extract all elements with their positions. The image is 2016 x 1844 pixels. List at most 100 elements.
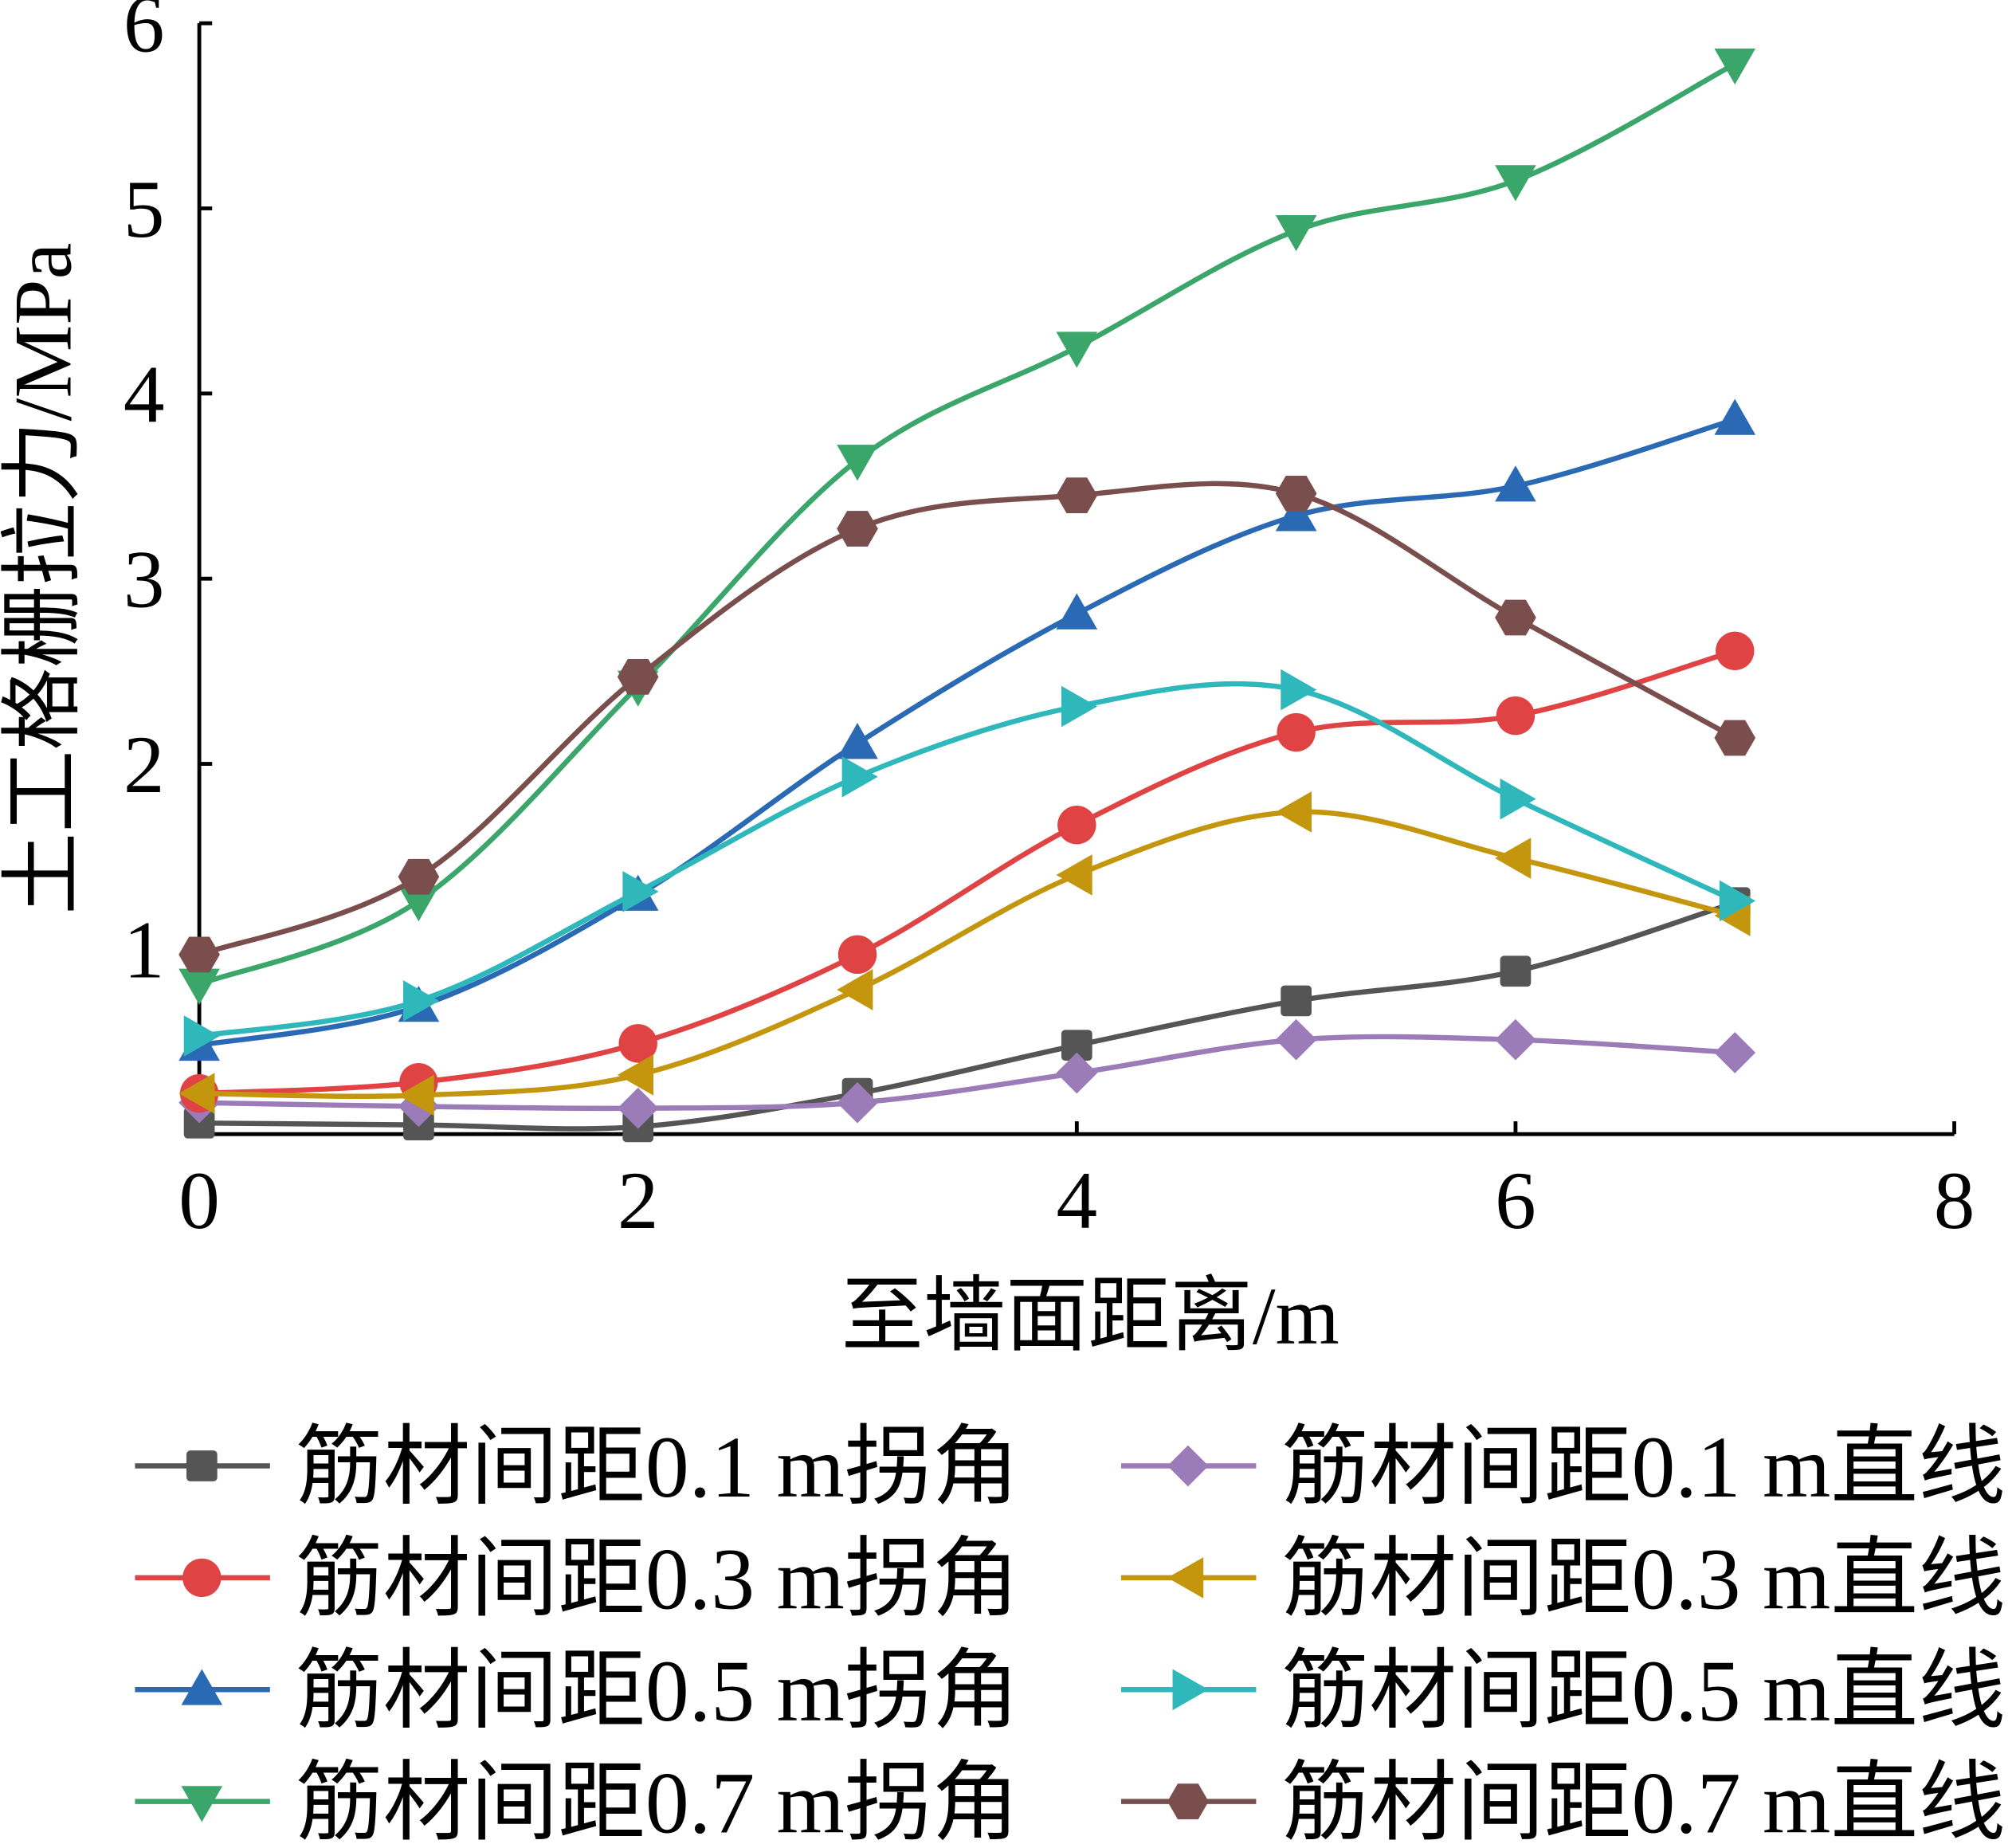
data-point bbox=[837, 723, 878, 759]
y-tick-label: 3 bbox=[124, 535, 165, 626]
data-point bbox=[1275, 215, 1317, 252]
data-point bbox=[1056, 1052, 1098, 1094]
data-point bbox=[617, 1054, 654, 1096]
x-axis-label: 至墙面距离/m bbox=[841, 1271, 1339, 1362]
data-point bbox=[1714, 720, 1756, 756]
x-tick-label: 4 bbox=[1057, 1155, 1098, 1246]
data-point bbox=[1500, 955, 1532, 987]
data-point bbox=[178, 968, 220, 1005]
data-point bbox=[1495, 165, 1536, 202]
data-point bbox=[1275, 1018, 1317, 1061]
y-tick-label: 6 bbox=[124, 0, 165, 70]
legend-item: 筋材间距0.1 m直线 bbox=[1120, 1418, 2006, 1516]
legend-label: 筋材间距0.7 m直线 bbox=[1282, 1754, 2006, 1844]
data-point bbox=[837, 935, 877, 975]
data-point bbox=[178, 936, 220, 973]
data-point bbox=[617, 658, 659, 695]
data-point bbox=[1275, 495, 1317, 532]
data-point bbox=[1714, 1032, 1756, 1073]
data-point bbox=[1281, 669, 1317, 711]
series-7 bbox=[178, 48, 1756, 1005]
data-point bbox=[1714, 48, 1756, 85]
axes bbox=[197, 23, 1955, 1136]
data-point bbox=[178, 1073, 215, 1114]
legend-marker bbox=[181, 1786, 223, 1822]
series-line bbox=[198, 61, 1736, 987]
series-6 bbox=[183, 669, 1756, 1057]
data-point bbox=[1495, 599, 1536, 636]
legend-marker bbox=[181, 1669, 223, 1705]
data-point bbox=[1495, 1018, 1536, 1061]
data-point bbox=[1061, 1030, 1092, 1061]
legend-item: 筋材间距0.5 m直线 bbox=[1120, 1642, 2006, 1740]
data-point bbox=[398, 1074, 434, 1116]
data-point bbox=[622, 871, 659, 912]
data-point bbox=[841, 755, 878, 798]
y-tick-label: 2 bbox=[124, 720, 165, 810]
legend-item: 筋材间距0.5 m拐角 bbox=[135, 1642, 1019, 1740]
data-point bbox=[1275, 475, 1317, 512]
legend-label: 筋材间距0.3 m直线 bbox=[1282, 1531, 2006, 1628]
data-point bbox=[1716, 631, 1755, 671]
y-tick-label: 5 bbox=[124, 164, 165, 255]
legend-marker bbox=[186, 1450, 218, 1481]
data-point bbox=[1056, 593, 1098, 630]
data-point bbox=[1057, 806, 1096, 845]
legend-item: 筋材间距0.7 m直线 bbox=[1120, 1754, 2006, 1844]
data-point bbox=[1495, 838, 1532, 879]
series-line bbox=[198, 481, 1736, 957]
legend-label: 筋材间距0.1 m直线 bbox=[1282, 1418, 2006, 1516]
legend-item: 筋材间距0.3 m直线 bbox=[1120, 1531, 2006, 1628]
legend-marker bbox=[1172, 1669, 1209, 1711]
series-line bbox=[199, 900, 1736, 1132]
data-point bbox=[1275, 791, 1312, 833]
data-point bbox=[1281, 985, 1312, 1017]
y-axis-label: 土工格栅拉力/MPa bbox=[0, 243, 89, 915]
data-point bbox=[837, 511, 878, 547]
x-tick-label: 6 bbox=[1495, 1155, 1536, 1246]
y-tick-label: 4 bbox=[124, 349, 165, 440]
legend-marker bbox=[1167, 1445, 1209, 1487]
data-point bbox=[1056, 332, 1098, 368]
series-line bbox=[198, 681, 1736, 1039]
legend-label: 筋材间距0.7 m拐角 bbox=[296, 1754, 1019, 1844]
legend-marker bbox=[1167, 1783, 1209, 1820]
data-point bbox=[398, 858, 440, 895]
legend-item: 筋材间距0.1 m拐角 bbox=[135, 1418, 1019, 1516]
data-point bbox=[837, 969, 873, 1010]
legend-item: 筋材间距0.7 m拐角 bbox=[135, 1754, 1019, 1844]
series-line bbox=[199, 1034, 1736, 1112]
legend-label: 筋材间距0.5 m拐角 bbox=[296, 1642, 1019, 1740]
legend-item: 筋材间距0.3 m拐角 bbox=[135, 1531, 1019, 1628]
data-point bbox=[618, 1024, 657, 1063]
data-point bbox=[1277, 712, 1316, 752]
series-line bbox=[198, 648, 1736, 1097]
data-point bbox=[183, 1015, 220, 1057]
y-tick-label: 1 bbox=[124, 904, 165, 995]
data-point bbox=[1714, 398, 1756, 435]
data-point bbox=[1496, 696, 1536, 736]
data-point bbox=[403, 980, 440, 1022]
x-tick-label: 8 bbox=[1934, 1155, 1975, 1246]
legend-label: 筋材间距0.5 m直线 bbox=[1282, 1642, 2006, 1740]
data-point bbox=[1500, 778, 1536, 820]
series-line bbox=[198, 417, 1736, 1048]
x-tick-label: 2 bbox=[618, 1155, 659, 1246]
data-point bbox=[617, 1087, 659, 1129]
data-point bbox=[1495, 465, 1536, 502]
series-line bbox=[199, 809, 1736, 1099]
data-point bbox=[1056, 477, 1098, 513]
x-tick-label: 0 bbox=[178, 1155, 220, 1246]
legend-label: 筋材间距0.1 m拐角 bbox=[296, 1418, 1019, 1516]
legend-label: 筋材间距0.3 m拐角 bbox=[296, 1531, 1019, 1628]
series-4 bbox=[178, 791, 1751, 1116]
legend-marker bbox=[182, 1558, 222, 1598]
data-point bbox=[1056, 854, 1092, 896]
data-point bbox=[1061, 685, 1098, 728]
legend-marker bbox=[1167, 1557, 1204, 1599]
data-point bbox=[837, 445, 878, 481]
series-8 bbox=[178, 475, 1756, 973]
data-point bbox=[1719, 880, 1756, 922]
